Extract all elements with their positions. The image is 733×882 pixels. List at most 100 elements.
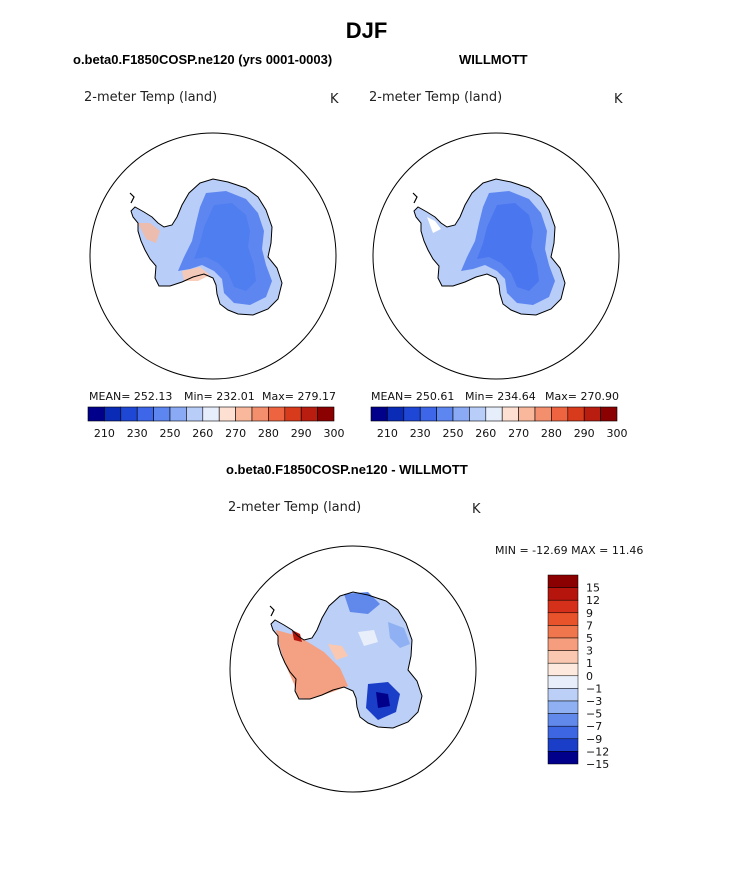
colorbar-tick-label: 290	[574, 427, 595, 440]
colorbar-swatch	[169, 406, 187, 422]
colorbar-tick-label: 9	[586, 607, 593, 620]
colorbar-swatch	[547, 650, 579, 664]
panel2-map	[372, 132, 620, 380]
colorbar-swatch	[547, 574, 579, 588]
panel2-colorbar: 210 230 250 260 270 280 290 300	[370, 406, 628, 440]
colorbar-tick-label: 250	[443, 427, 464, 440]
colorbar-tick-label: 0	[586, 670, 593, 683]
panel2-field-label: 2-meter Temp (land)	[369, 90, 503, 105]
colorbar-swatch	[120, 406, 138, 422]
antarctica-coastline	[413, 178, 566, 316]
colorbar-tick-label: −7	[586, 720, 602, 733]
panel3-title: o.beta0.F1850COSP.ne120 - WILLMOTT	[226, 462, 468, 477]
colorbar-tick-label: 270	[508, 427, 529, 440]
panel1-map	[89, 132, 337, 380]
panel1-title: o.beta0.F1850COSP.ne120 (yrs 0001-0003)	[73, 52, 333, 67]
cold-anomaly-north	[344, 592, 380, 614]
colorbar-tick-label: 250	[160, 427, 181, 440]
colorbar-swatch	[419, 406, 437, 422]
colorbar-tick-label: 300	[607, 427, 628, 440]
colorbar-tick-label: 210	[377, 427, 398, 440]
colorbar-swatch	[547, 738, 579, 752]
panel3-field-label: 2-meter Temp (land)	[228, 500, 362, 515]
colorbar-tick-label: 1	[586, 657, 593, 670]
colorbar-tick-label: −1	[586, 682, 602, 695]
colorbar-tick-label: 300	[324, 427, 345, 440]
panel3-units: K	[472, 502, 481, 517]
strongest-cold-core	[376, 692, 390, 708]
colorbar-swatch	[251, 406, 269, 422]
colorbar-swatch	[403, 406, 421, 422]
colorbar-swatch	[583, 406, 601, 422]
colorbar-swatch	[436, 406, 454, 422]
neutral-patch	[358, 630, 378, 646]
colorbar-tick-label: 290	[291, 427, 312, 440]
colorbar-tick-label: 5	[586, 632, 593, 645]
colorbar-swatch	[469, 406, 487, 422]
antarctica-coastline	[270, 591, 423, 729]
panel1-units: K	[330, 92, 339, 107]
colorbar-swatch	[547, 688, 579, 702]
colorbar-swatch	[547, 725, 579, 740]
colorbar-swatch	[547, 675, 579, 689]
colorbar-swatch	[268, 406, 286, 422]
colorbar-swatch	[87, 406, 105, 422]
colorbar-tick-label: 3	[586, 645, 593, 658]
panel2-mean: MEAN= 250.61	[371, 390, 455, 403]
colorbar-tick-label: −3	[586, 695, 602, 708]
colorbar-tick-label: −15	[586, 758, 609, 771]
cold-anomaly-east	[388, 622, 410, 648]
colorbar-tick-label: 230	[410, 427, 431, 440]
land-core-shading	[477, 203, 539, 291]
panel1-max: Max= 279.17	[262, 390, 336, 403]
colorbar-swatch	[547, 662, 579, 677]
colorbar-swatch	[104, 406, 122, 422]
panel3-minmax: MIN = -12.69 MAX = 11.46	[495, 544, 644, 557]
colorbar-tick-label: 12	[586, 594, 600, 607]
panel1-mean: MEAN= 252.13	[89, 390, 173, 403]
colorbar-swatch	[300, 406, 318, 422]
island-outline	[269, 605, 275, 617]
colorbar-swatch	[202, 406, 220, 422]
colorbar-tick-label: 7	[586, 619, 593, 632]
colorbar-swatch	[387, 406, 405, 422]
colorbar-swatch	[547, 625, 579, 639]
colorbar-tick-label: 280	[541, 427, 562, 440]
mild-warm-patch	[328, 644, 348, 660]
colorbar-swatch	[218, 406, 236, 422]
colorbar-tick-label: 230	[127, 427, 148, 440]
colorbar-swatch	[547, 713, 579, 727]
colorbar-swatch	[567, 406, 585, 422]
panel2-min: Min= 234.64	[465, 390, 536, 403]
colorbar-swatch	[452, 406, 470, 422]
colorbar-swatch	[485, 406, 503, 422]
colorbar-swatch	[547, 637, 579, 651]
colorbar-swatch	[551, 406, 569, 422]
colorbar-swatch	[547, 599, 579, 614]
warm-peninsula-patch	[138, 223, 160, 243]
colorbar-tick-label: −9	[586, 733, 602, 746]
colorbar-swatch	[547, 612, 579, 626]
colorbar-swatch	[284, 406, 302, 422]
colorbar-swatch	[153, 406, 171, 422]
colorbar-tick-label: −5	[586, 708, 602, 721]
colorbar-swatch	[547, 587, 579, 601]
colorbar-tick-label: −12	[586, 745, 609, 758]
panel2-title: WILLMOTT	[459, 52, 528, 67]
colorbar-swatch	[518, 406, 536, 422]
colorbar-tick-label: 280	[258, 427, 279, 440]
colorbar-tick-label: 15	[586, 582, 600, 595]
colorbar-swatch	[235, 406, 253, 422]
main-title: DJF	[345, 18, 388, 43]
colorbar-swatch	[317, 406, 335, 422]
colorbar-swatch	[547, 751, 579, 765]
panel2-units: K	[614, 92, 623, 107]
warm-anomaly-west	[276, 630, 348, 699]
colorbar-swatch	[136, 406, 154, 422]
panel3-map	[229, 545, 477, 793]
panel2-max: Max= 270.90	[545, 390, 619, 403]
panel1-colorbar: 210 230 250 260 270 280 290 300	[87, 406, 345, 440]
colorbar-swatch	[600, 406, 618, 422]
island-outline	[129, 192, 135, 204]
